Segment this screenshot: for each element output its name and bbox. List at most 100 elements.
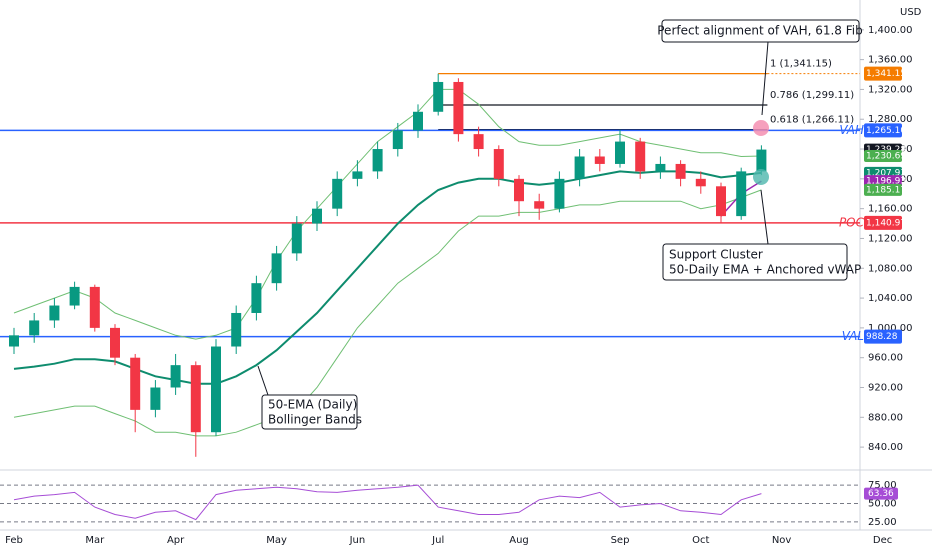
candle-body	[716, 186, 726, 217]
candle-body	[756, 149, 767, 172]
support-callout: Support Cluster 50-Daily EMA + Anchored …	[662, 169, 861, 281]
y-tick-label: 1,160.00	[868, 204, 913, 215]
price-tag-label: 63.36	[868, 489, 894, 499]
candle-body	[695, 178, 706, 187]
indicator-line	[13, 189, 762, 437]
price-tag-label: 1,207.93	[866, 168, 906, 178]
y-tick-label: 1,400.00	[868, 25, 913, 36]
x-tick-label: May	[266, 535, 287, 546]
indicator-line	[13, 88, 762, 340]
candle-body	[534, 201, 545, 209]
x-tick-label: Nov	[772, 535, 792, 546]
candle-body	[291, 223, 302, 254]
price-tag	[864, 183, 902, 196]
candle-body	[372, 149, 383, 172]
callout-box	[661, 19, 860, 43]
price-tag	[864, 329, 902, 344]
x-tick-label: Jun	[349, 535, 366, 546]
annotation: Bollinger Bands	[268, 413, 362, 427]
price-tag-label: 988.28	[866, 332, 898, 342]
candle-body	[211, 346, 221, 433]
candle-body	[130, 357, 141, 410]
y-tick-label: 1,360.00	[868, 55, 913, 66]
plot: 840.00 880.00 920.00 960.00 1,000.00 1,040.00…	[0, 25, 913, 546]
candle-body	[170, 365, 181, 388]
candle-body	[69, 286, 80, 306]
candle-body	[615, 141, 625, 164]
price-tag	[864, 487, 898, 500]
candle-body	[473, 134, 484, 150]
rsi-line	[13, 484, 762, 521]
highlight	[753, 169, 769, 185]
candle-body	[554, 178, 565, 209]
y-tick-label: 1,080.00	[868, 263, 913, 274]
price-tag-label: 1,265.10	[866, 126, 906, 136]
rsi-tick-label: 75.00	[868, 480, 897, 491]
candle-body	[150, 387, 161, 410]
price-tag-label: 1,140.97	[866, 218, 906, 228]
y-tick-label: 1,320.00	[868, 84, 913, 95]
candle-body	[493, 149, 504, 179]
level-name: POC	[839, 215, 865, 229]
price-tag	[864, 215, 902, 230]
annotation: Support Cluster	[669, 248, 763, 262]
x-tick-label: Dec	[873, 535, 892, 546]
x-tick-label: Jul	[431, 535, 444, 546]
y-tick-label: 920.00	[868, 383, 903, 394]
highlight	[753, 120, 769, 136]
candle-body	[332, 178, 343, 209]
y-tick-label: 1,040.00	[868, 293, 913, 304]
price-tag-label: 1,196.93	[866, 177, 906, 187]
candle-body	[453, 81, 464, 135]
candle-body	[594, 156, 605, 164]
x-tick-label: Oct	[692, 535, 709, 546]
price-tag-label: 1,230.69	[866, 151, 906, 161]
candle-body	[655, 163, 666, 172]
level-name: VAL	[842, 329, 864, 343]
y-tick-label: 1,000.00	[868, 323, 913, 334]
y-tick-label: 960.00	[868, 353, 903, 364]
y-tick-label: 1,120.00	[868, 233, 913, 244]
candle-body	[574, 156, 585, 179]
candle-body	[49, 305, 60, 321]
fib-label: 0.786 (1,299.11)	[770, 90, 854, 101]
candle-body	[514, 178, 524, 202]
x-tick-label: Apr	[167, 535, 185, 546]
level-name: VAH	[839, 123, 864, 137]
x-tick-label: Feb	[5, 535, 23, 546]
x-tick-label: Sep	[611, 535, 630, 546]
fib-label: 1 (1,341.15)	[770, 59, 832, 70]
candle-body	[352, 171, 363, 179]
rsi-tick-label: 25.00	[868, 517, 897, 528]
price-tag	[864, 149, 902, 162]
candle-body	[271, 253, 282, 284]
ema-callout: 50-EMA (Daily) Bollinger Bands	[257, 365, 362, 430]
candle-body	[433, 81, 444, 112]
y-tick-label: 1,280.00	[868, 114, 913, 125]
annotation: 50-Daily EMA + Anchored vWAP	[669, 263, 861, 277]
callout-box	[261, 394, 358, 430]
candle-body	[413, 111, 423, 131]
candle-body	[29, 320, 40, 336]
annotation: Perfect alignment of VAH, 61.8 Fib	[657, 24, 863, 38]
rsi-tick-label: 50.00	[868, 498, 897, 509]
y-tick-label: 840.00	[868, 442, 903, 453]
callout-line	[257, 365, 269, 396]
candle-body	[312, 208, 322, 224]
y-tick-label: 880.00	[868, 412, 903, 423]
callout-line	[760, 189, 769, 245]
price-tag-label: 1,341.15	[866, 69, 906, 79]
x-tick-label: Mar	[85, 535, 105, 546]
price-tag-label: 1,185.17	[866, 185, 906, 195]
candle-body	[675, 163, 686, 179]
price-tag	[864, 123, 902, 138]
annotation: 50-EMA (Daily)	[268, 398, 357, 412]
candle-body	[231, 312, 242, 347]
candle-body	[392, 130, 403, 150]
callout-line	[761, 41, 769, 116]
price-tag	[864, 66, 902, 81]
candle-body	[251, 283, 262, 313]
candle-body	[736, 171, 747, 217]
vah-callout: Perfect alignment of VAH, 61.8 Fib	[657, 19, 863, 136]
